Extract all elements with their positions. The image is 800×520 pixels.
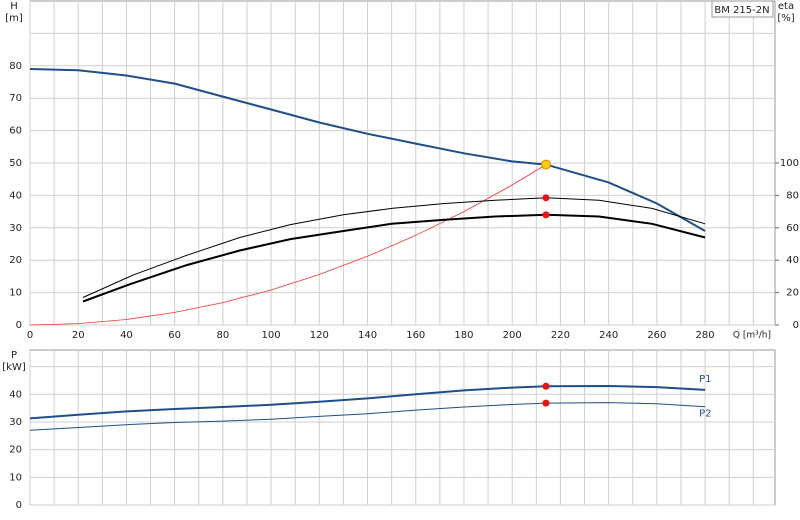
series-line [29, 402, 706, 431]
y-axis-label: H [10, 1, 18, 12]
x-tick-label: 220 [551, 330, 570, 341]
x-tick-label: 20 [72, 330, 85, 341]
x-axis-label: Q [m³/h] [733, 331, 771, 341]
series-label: P1 [699, 374, 711, 385]
y2-tick-label: 20 [786, 288, 799, 299]
y-tick-label: 20 [9, 255, 22, 266]
duty-point [542, 194, 550, 202]
y-tick-label: 0 [16, 500, 22, 511]
x-tick-label: 240 [599, 330, 618, 341]
duty-point [542, 399, 550, 407]
plot-frame [29, 349, 776, 506]
x-tick-label: 100 [262, 330, 281, 341]
x-tick-label: 180 [454, 330, 473, 341]
y2-axis-unit: [%] [777, 13, 794, 24]
y-tick-label: 10 [9, 288, 22, 299]
y-tick-label: 60 [9, 126, 22, 137]
model-box [711, 0, 774, 18]
x-tick-label: 0 [27, 330, 33, 341]
duty-point [540, 159, 551, 170]
x-tick-label: 60 [168, 330, 181, 341]
x-tick-label: 160 [406, 330, 425, 341]
duty-point [542, 211, 550, 219]
series-line [29, 68, 706, 232]
x-tick-label: 280 [696, 330, 715, 341]
x-tick-label: 80 [217, 330, 230, 341]
series-line [82, 197, 706, 298]
y-tick-label: 40 [9, 389, 22, 400]
duty-point [542, 382, 550, 390]
y-tick-label: 50 [9, 158, 22, 169]
x-tick-label: 260 [647, 330, 666, 341]
y-tick-label: 30 [9, 223, 22, 234]
y-tick-label: 70 [9, 93, 22, 104]
x-tick-label: 40 [120, 330, 133, 341]
model-label: BM 215-2N [714, 5, 769, 16]
y-tick-label: 0 [16, 320, 22, 331]
y-tick-label: 10 [9, 472, 22, 483]
series-label: P2 [699, 409, 711, 420]
y2-tick-label: 60 [786, 223, 799, 234]
series-line [82, 213, 706, 303]
y2-tick-label: 0 [793, 320, 799, 331]
y2-tick-label: 40 [786, 255, 799, 266]
y-axis-label: P [11, 350, 17, 361]
x-tick-label: 120 [310, 330, 329, 341]
series-line [29, 384, 706, 420]
y-axis-unit: [m] [5, 13, 23, 24]
y-tick-label: 20 [9, 445, 22, 456]
y2-tick-label: 100 [780, 158, 799, 169]
y-tick-label: 40 [9, 190, 22, 201]
series-line [29, 164, 547, 326]
y2-tick-label: 80 [786, 190, 799, 201]
y-axis-unit: [kW] [2, 362, 26, 373]
y-tick-label: 80 [9, 61, 22, 72]
y-tick-label: 30 [9, 417, 22, 428]
y2-axis-label: eta [778, 1, 794, 12]
x-tick-label: 200 [503, 330, 522, 341]
x-tick-label: 140 [358, 330, 377, 341]
